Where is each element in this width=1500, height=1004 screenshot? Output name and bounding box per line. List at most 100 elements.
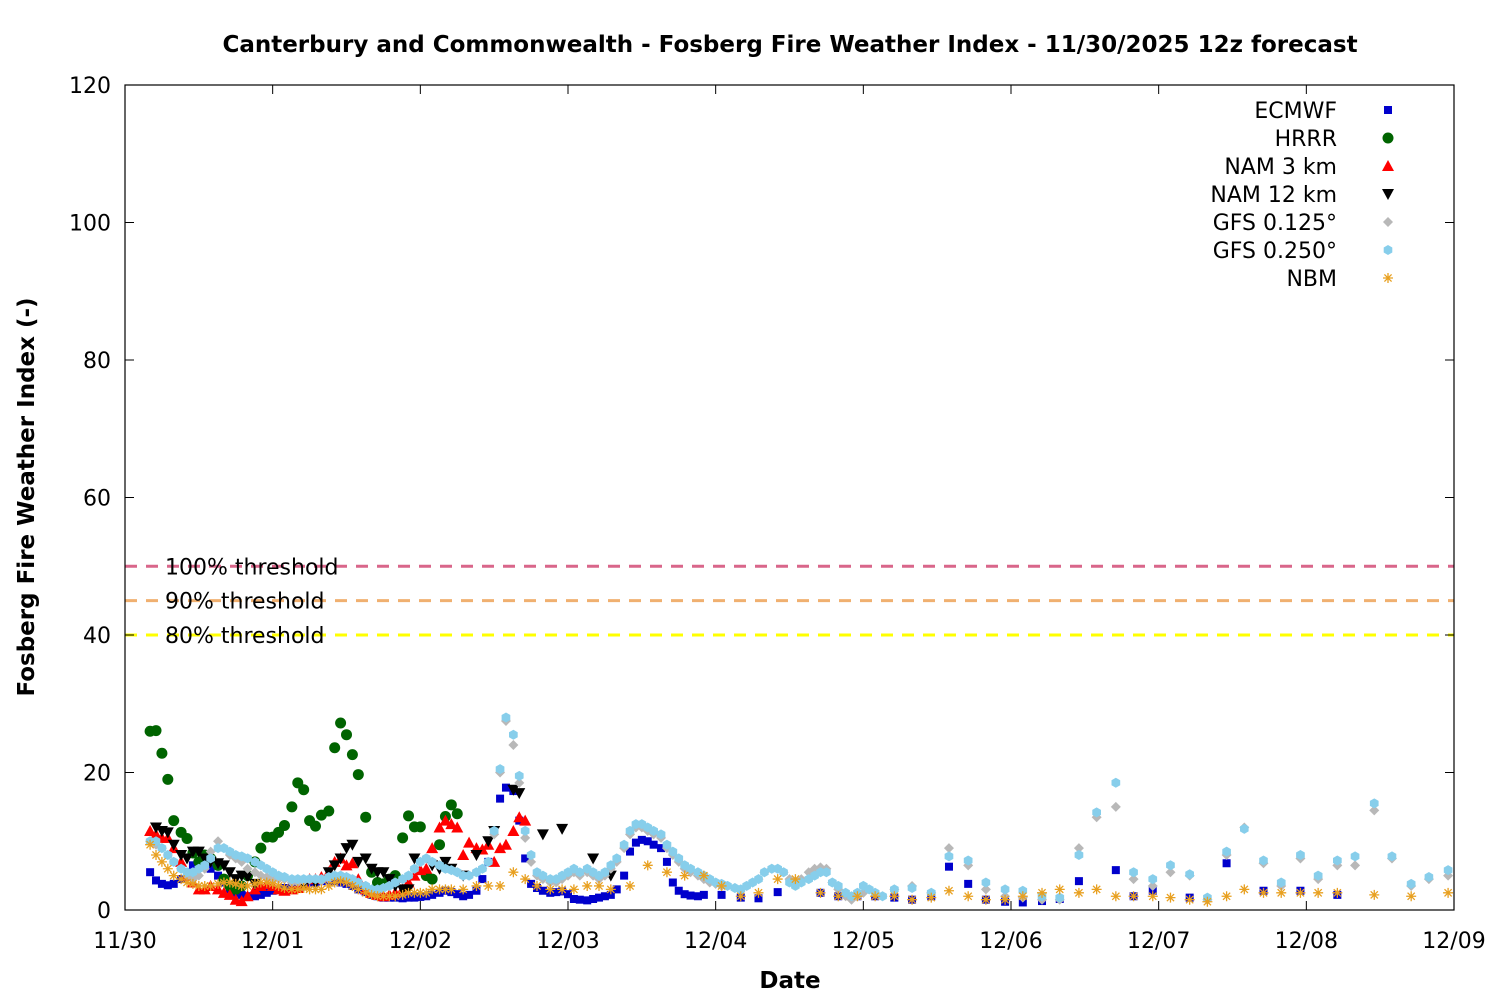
data-point-ecmwf bbox=[501, 783, 510, 792]
data-point-ecmwf bbox=[686, 891, 695, 900]
data-point-gfs-0-250 bbox=[151, 836, 161, 847]
data-point-hrrr bbox=[451, 808, 463, 820]
y-tick-label: 100 bbox=[69, 212, 111, 237]
data-point-nbm bbox=[508, 867, 519, 878]
data-point-hrrr bbox=[278, 819, 290, 831]
data-point-nam-12-km bbox=[340, 843, 353, 855]
data-point-ecmwf bbox=[693, 892, 702, 901]
data-point-nbm bbox=[310, 884, 321, 895]
data-point-nbm bbox=[1184, 894, 1195, 905]
data-point-nbm bbox=[1147, 891, 1158, 902]
data-point-nam-12-km bbox=[328, 860, 341, 872]
data-point-nam-12-km bbox=[377, 867, 390, 879]
data-point-gfs-0-250 bbox=[509, 729, 518, 740]
data-point-nam-3-km bbox=[235, 895, 248, 907]
data-point-nam-12-km bbox=[359, 853, 372, 865]
data-point-gfs-0-250 bbox=[1276, 877, 1286, 888]
data-point-nbm bbox=[642, 860, 653, 871]
data-point-nam-12-km bbox=[161, 827, 174, 839]
y-tick-label: 40 bbox=[83, 624, 111, 649]
data-point-nbm bbox=[403, 887, 414, 898]
data-point-gfs-0-125 bbox=[1369, 805, 1380, 816]
data-point-nbm bbox=[292, 884, 303, 895]
data-point-gfs-0-250 bbox=[833, 880, 843, 891]
data-point-nbm bbox=[440, 884, 451, 895]
data-point-nbm bbox=[1221, 891, 1232, 902]
data-point-ecmwf bbox=[1111, 866, 1120, 875]
data-point-nbm bbox=[353, 884, 364, 895]
data-point-gfs-0-250 bbox=[1333, 855, 1342, 866]
data-point-ecmwf bbox=[680, 890, 689, 899]
data-point-nam-12-km bbox=[175, 850, 188, 861]
data-point-nbm bbox=[156, 856, 167, 867]
data-point-nbm bbox=[568, 884, 579, 895]
data-point-nam-3-km bbox=[463, 836, 476, 848]
data-point-gfs-0-250 bbox=[410, 863, 419, 874]
data-point-nbm bbox=[1128, 891, 1139, 902]
legend-marker bbox=[1383, 217, 1393, 227]
data-point-nbm bbox=[716, 880, 727, 891]
data-point-nbm bbox=[815, 887, 826, 898]
data-point-ecmwf bbox=[214, 871, 223, 880]
y-tick-label: 80 bbox=[83, 349, 111, 374]
data-point-nbm bbox=[1073, 887, 1084, 898]
data-point-nbm bbox=[249, 878, 260, 889]
data-point-nbm bbox=[347, 880, 358, 891]
axis-ticks: 11/30 12/01 12/02 12/03 12/04 12/05 12/06 12/07… bbox=[69, 74, 1486, 954]
data-point-nbm bbox=[384, 891, 395, 902]
data-point-nam-12-km bbox=[587, 853, 600, 865]
data-point-nam-3-km bbox=[144, 824, 157, 836]
data-point-gfs-0-125 bbox=[508, 740, 519, 750]
data-point-hrrr bbox=[434, 839, 446, 851]
data-point-nam-12-km bbox=[192, 846, 205, 858]
data-point-nam-12-km bbox=[334, 853, 347, 865]
data-point-gfs-0-125 bbox=[526, 856, 537, 867]
data-point-gfs-0-250 bbox=[206, 853, 215, 864]
data-point-nam-3-km bbox=[420, 862, 433, 874]
data-point-nbm bbox=[943, 885, 954, 896]
data-point-ecmwf bbox=[262, 888, 271, 897]
data-point-nbm bbox=[409, 887, 420, 898]
data-point-nbm bbox=[151, 850, 162, 860]
data-point-nbm bbox=[1406, 891, 1417, 902]
data-point-gfs-0-250 bbox=[674, 853, 684, 864]
data-point-nam-3-km bbox=[223, 888, 236, 900]
data-point-hrrr bbox=[156, 747, 168, 759]
data-point-gfs-0-250 bbox=[514, 770, 524, 781]
data-point-nbm bbox=[1258, 887, 1269, 898]
data-point-nbm bbox=[397, 889, 408, 900]
data-point-nbm bbox=[366, 889, 377, 900]
data-point-hrrr bbox=[360, 811, 372, 823]
data-point-nbm bbox=[1110, 891, 1121, 902]
data-point-nbm bbox=[594, 880, 605, 891]
data-point-nbm bbox=[753, 887, 764, 898]
data-point-gfs-0-250 bbox=[1387, 851, 1397, 862]
data-point-nam-3-km bbox=[451, 821, 464, 833]
data-point-gfs-0-250 bbox=[317, 874, 326, 885]
data-point-nbm bbox=[625, 880, 636, 891]
data-point-nam-3-km bbox=[507, 824, 520, 836]
data-point-gfs-0-250 bbox=[280, 872, 289, 882]
data-point-ecmwf bbox=[169, 879, 178, 888]
chart-title: Canterbury and Commonwealth - Fosberg Fi… bbox=[222, 32, 1357, 58]
data-point-nbm bbox=[852, 891, 863, 902]
data-point-nbm bbox=[1295, 887, 1306, 898]
data-point-nbm bbox=[1054, 884, 1065, 895]
data-point-gfs-0-250 bbox=[483, 856, 493, 867]
data-point-ecmwf bbox=[668, 878, 677, 887]
data-point-gfs-0-125 bbox=[1165, 867, 1176, 878]
data-point-gfs-0-250 bbox=[890, 884, 899, 895]
data-point-hrrr bbox=[445, 799, 457, 811]
data-point-ecmwf bbox=[606, 890, 615, 899]
data-point-ecmwf bbox=[657, 844, 666, 853]
data-point-hrrr bbox=[403, 810, 415, 822]
data-point-gfs-0-125 bbox=[520, 832, 531, 843]
data-point-nbm bbox=[545, 884, 556, 895]
threshold-label: 100% threshold bbox=[165, 555, 339, 580]
data-point-gfs-0-250 bbox=[668, 846, 678, 857]
data-point-ecmwf bbox=[521, 854, 530, 863]
legend-label: HRRR bbox=[1275, 127, 1337, 152]
data-point-ecmwf bbox=[575, 895, 584, 904]
data-point-gfs-0-250 bbox=[526, 850, 536, 860]
